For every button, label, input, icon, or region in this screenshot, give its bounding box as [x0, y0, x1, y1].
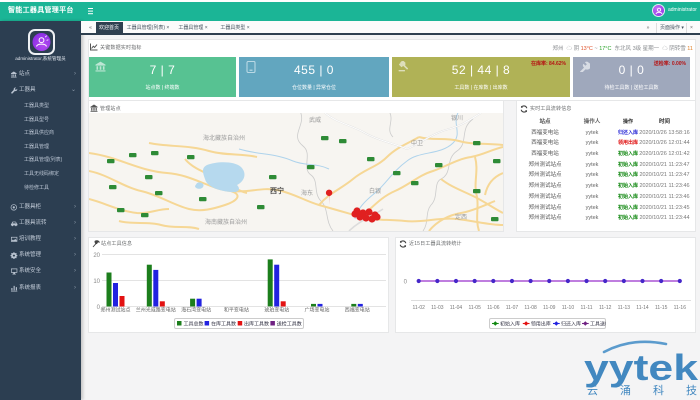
svg-text:11-06: 11-06: [487, 305, 500, 311]
svg-text:出库工具数: 出库工具数: [244, 321, 269, 328]
svg-text:0: 0: [97, 305, 101, 311]
svg-text:武威: 武威: [309, 116, 321, 124]
svg-text:西福变电站: 西福变电站: [345, 307, 370, 314]
svg-text:11-08: 11-08: [524, 305, 537, 311]
svg-text:11-11: 11-11: [581, 305, 593, 311]
svg-text:11-05: 11-05: [468, 305, 481, 311]
svg-text:领用出库: 领用出库: [531, 321, 551, 328]
svg-text:11-13: 11-13: [618, 305, 631, 311]
svg-text:20: 20: [93, 253, 100, 259]
svg-text:11-03: 11-03: [431, 305, 444, 311]
svg-text:10: 10: [93, 279, 100, 285]
svg-text:海东: 海东: [301, 189, 313, 197]
svg-text:定西: 定西: [455, 213, 467, 221]
svg-text:初始入库: 初始入库: [500, 321, 520, 328]
svg-text:11-09: 11-09: [543, 305, 556, 311]
svg-text:广场变电站: 广场变电站: [304, 307, 329, 314]
svg-text:中卫: 中卫: [411, 139, 423, 147]
svg-text:11-07: 11-07: [506, 305, 519, 311]
svg-text:yytek: yytek: [584, 347, 699, 388]
svg-text:兰州光威路变电站: 兰州光威路变电站: [136, 307, 176, 314]
svg-text:11-15: 11-15: [655, 305, 668, 311]
svg-text:琥珀变电站: 琥珀变电站: [264, 307, 289, 314]
svg-text:在库工具数: 在库工具数: [211, 321, 236, 328]
svg-text:11-04: 11-04: [450, 305, 463, 311]
svg-text:海石湾变电站: 海石湾变电站: [181, 307, 211, 314]
svg-text:白银: 白银: [369, 187, 381, 195]
svg-text:0: 0: [404, 280, 408, 286]
svg-text:11-14: 11-14: [636, 305, 649, 311]
svg-text:工具总数: 工具总数: [184, 321, 204, 328]
svg-text:海南藏族自治州: 海南藏族自治州: [205, 218, 247, 226]
svg-text:归还入库: 归还入库: [561, 321, 581, 328]
svg-text:西宁: 西宁: [270, 186, 284, 195]
svg-text:11-10: 11-10: [562, 305, 575, 311]
svg-text:和平变电站: 和平变电站: [224, 307, 249, 314]
svg-text:送检工具数: 送检工具数: [277, 321, 302, 328]
svg-text:11-16: 11-16: [674, 305, 687, 311]
svg-text:海北藏族自治州: 海北藏族自治州: [203, 134, 245, 142]
svg-text:工具送检: 工具送检: [590, 321, 606, 328]
svg-text:郑州测试站点: 郑州测试站点: [100, 307, 130, 314]
svg-text:银川: 银川: [451, 114, 463, 122]
svg-text:11-12: 11-12: [599, 305, 612, 311]
svg-text:11-02: 11-02: [412, 305, 425, 311]
